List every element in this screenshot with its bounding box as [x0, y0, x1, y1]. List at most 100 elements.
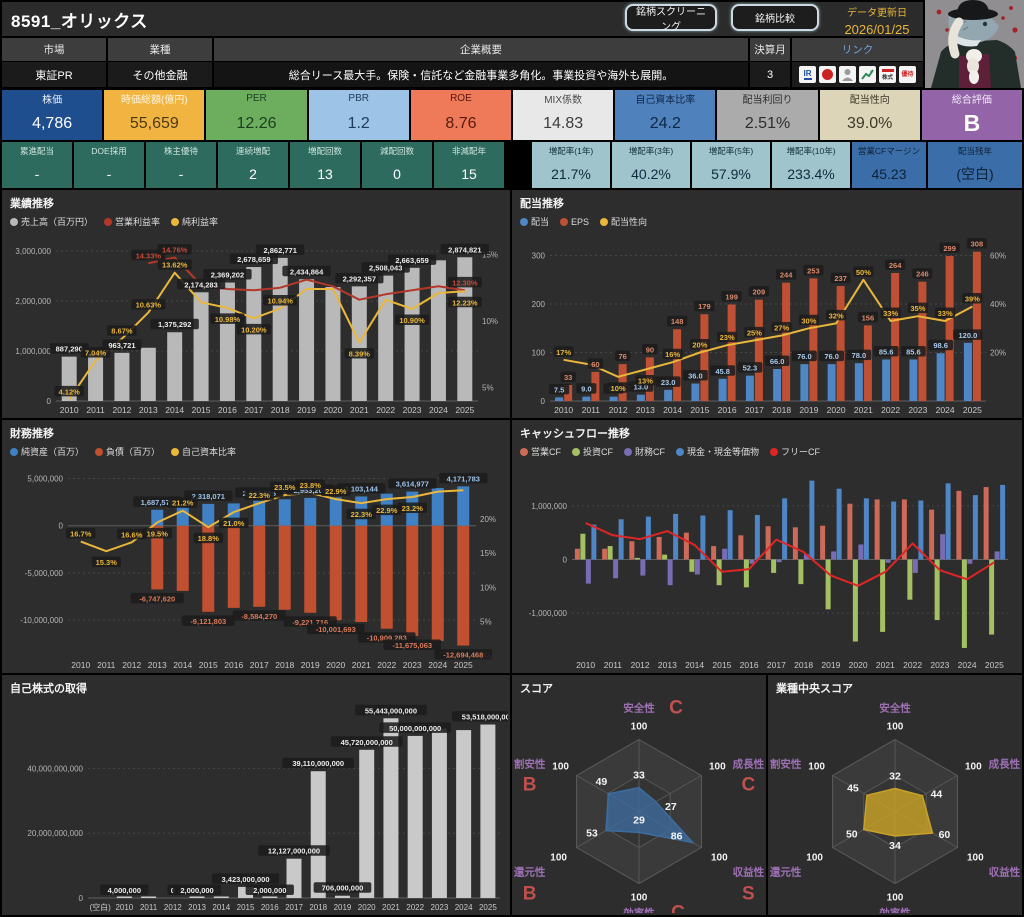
svg-text:20%: 20%: [480, 515, 496, 524]
legend-item: 自己資本比率: [171, 445, 236, 458]
svg-text:2,663,659: 2,663,659: [395, 256, 428, 265]
svg-text:2022: 2022: [903, 660, 922, 670]
svg-text:2024: 2024: [455, 903, 473, 912]
legend-dot-icon: [104, 217, 113, 226]
svg-text:2012: 2012: [122, 660, 141, 670]
panel-performance: 業績推移 売上高（百万円） 営業利益率 純利益率 0 1,000,000 2,000,0…: [2, 190, 510, 418]
svg-text:55,443,000,000: 55,443,000,000: [365, 706, 417, 715]
svg-text:2016: 2016: [261, 903, 279, 912]
kpi-6: 自己資本比率 24.2: [615, 90, 716, 140]
svg-text:2020: 2020: [326, 660, 345, 670]
svg-text:2010: 2010: [554, 405, 573, 415]
svg-text:13.62%: 13.62%: [162, 261, 188, 270]
panel-title: キャッシュフロー推移: [520, 428, 630, 440]
svg-text:100: 100: [887, 722, 904, 733]
svg-text:8.39%: 8.39%: [349, 349, 371, 358]
data-update: データ更新日 2026/01/25: [833, 2, 921, 37]
svg-text:2019: 2019: [297, 405, 316, 415]
svg-text:264: 264: [889, 261, 902, 270]
svg-text:76.0: 76.0: [824, 352, 839, 361]
legend-dot-icon: [520, 447, 528, 456]
svg-text:9.0: 9.0: [581, 385, 591, 394]
svg-text:2014: 2014: [173, 660, 192, 670]
badge-value: 57.9%: [711, 165, 751, 182]
svg-text:2015: 2015: [237, 903, 255, 912]
panel-title: スコア: [520, 683, 553, 695]
badge-7: 増配率(1年) 21.7%: [532, 142, 610, 188]
svg-text:100: 100: [711, 853, 728, 864]
svg-text:2021: 2021: [350, 405, 369, 415]
svg-text:2018: 2018: [275, 660, 294, 670]
svg-text:2013: 2013: [139, 405, 158, 415]
badge-11: 営業CFマージン 45.23: [852, 142, 926, 188]
svg-text:2021: 2021: [352, 660, 371, 670]
screening-button[interactable]: 銘柄スクリーニング: [625, 4, 717, 33]
panel-title: 業績推移: [10, 198, 54, 210]
svg-text:85.6: 85.6: [906, 347, 921, 356]
svg-text:2015: 2015: [199, 660, 218, 670]
svg-text:45: 45: [847, 782, 859, 794]
svg-text:98.6: 98.6: [933, 341, 948, 350]
svg-text:100: 100: [550, 853, 567, 864]
info-value: IR 株式 優待: [792, 62, 923, 87]
dividend-badge-row: 累進配当 - DOE採用 - 株主優待 - 連続増配 2 増配回数 13 減配回数 0 非減配年 15 増配…: [2, 142, 1022, 188]
svg-text:45,720,000,000: 45,720,000,000: [341, 738, 393, 747]
svg-text:14.76%: 14.76%: [162, 246, 188, 255]
svg-text:2019: 2019: [799, 405, 818, 415]
link-icon-minkabu-stock[interactable]: 株式: [879, 66, 896, 83]
legend-dot-icon: [10, 447, 18, 456]
shark-character-illustration: [925, 0, 1024, 88]
svg-text:78.0: 78.0: [852, 351, 867, 360]
svg-text:3,423,000,000: 3,423,000,000: [222, 875, 270, 884]
link-icon-kabutan[interactable]: [819, 66, 836, 83]
svg-text:0: 0: [563, 555, 568, 564]
svg-text:-11,675,063: -11,675,063: [392, 641, 432, 650]
svg-text:8.67%: 8.67%: [111, 327, 133, 336]
svg-text:成長性: 成長性: [989, 758, 1020, 771]
svg-text:2025: 2025: [963, 405, 982, 415]
svg-text:収益性: 収益性: [733, 866, 764, 879]
svg-text:2011: 2011: [86, 405, 105, 415]
kpi-value: 1.2: [347, 114, 370, 132]
svg-text:12.23%: 12.23%: [452, 298, 478, 307]
kpi-label: 時価総額(億円): [120, 95, 188, 106]
badge-label: 累進配当: [19, 145, 54, 156]
svg-text:2016: 2016: [224, 660, 243, 670]
svg-text:-10,000,000: -10,000,000: [20, 616, 63, 625]
compare-button[interactable]: 銘柄比較: [731, 4, 819, 31]
svg-text:30%: 30%: [801, 316, 816, 325]
svg-text:2011: 2011: [97, 660, 116, 670]
svg-text:23.8%: 23.8%: [300, 481, 322, 490]
legend-dot-icon: [520, 217, 528, 226]
panel-title: 業種中央スコア: [776, 683, 853, 695]
svg-text:B: B: [523, 775, 537, 796]
svg-text:2010: 2010: [71, 660, 90, 670]
svg-text:2018: 2018: [794, 660, 813, 670]
link-icon-yahoo[interactable]: [839, 66, 856, 83]
link-icon-irbank[interactable]: IR: [799, 66, 816, 83]
svg-text:2022: 2022: [376, 405, 395, 415]
kpi-label: MIX係数: [544, 95, 582, 106]
svg-text:2024: 2024: [428, 660, 447, 670]
legend-item: フリーCF: [770, 445, 820, 458]
link-icon-yutai[interactable]: 優待: [899, 66, 916, 83]
svg-text:-8,584,270: -8,584,270: [241, 612, 277, 621]
svg-text:246: 246: [916, 270, 929, 279]
svg-text:-1,000,000: -1,000,000: [529, 609, 568, 618]
svg-text:2,678,659: 2,678,659: [237, 255, 270, 264]
svg-text:2019: 2019: [821, 660, 840, 670]
info-header: 企業概要: [214, 38, 748, 61]
svg-text:120.0: 120.0: [958, 331, 977, 340]
svg-text:45.8: 45.8: [715, 367, 730, 376]
svg-text:156: 156: [862, 313, 875, 322]
svg-text:2023: 2023: [403, 405, 422, 415]
chart-legend: 売上高（百万円） 営業利益率 純利益率: [2, 211, 510, 228]
svg-text:還元性: 還元性: [770, 866, 802, 879]
svg-text:2022: 2022: [881, 405, 900, 415]
svg-text:963,721: 963,721: [108, 341, 135, 350]
legend-item: 営業CF: [520, 445, 561, 458]
svg-text:2025: 2025: [985, 660, 1004, 670]
svg-text:還元性: 還元性: [514, 866, 546, 879]
link-icon-minkabu-chart[interactable]: [859, 66, 876, 83]
